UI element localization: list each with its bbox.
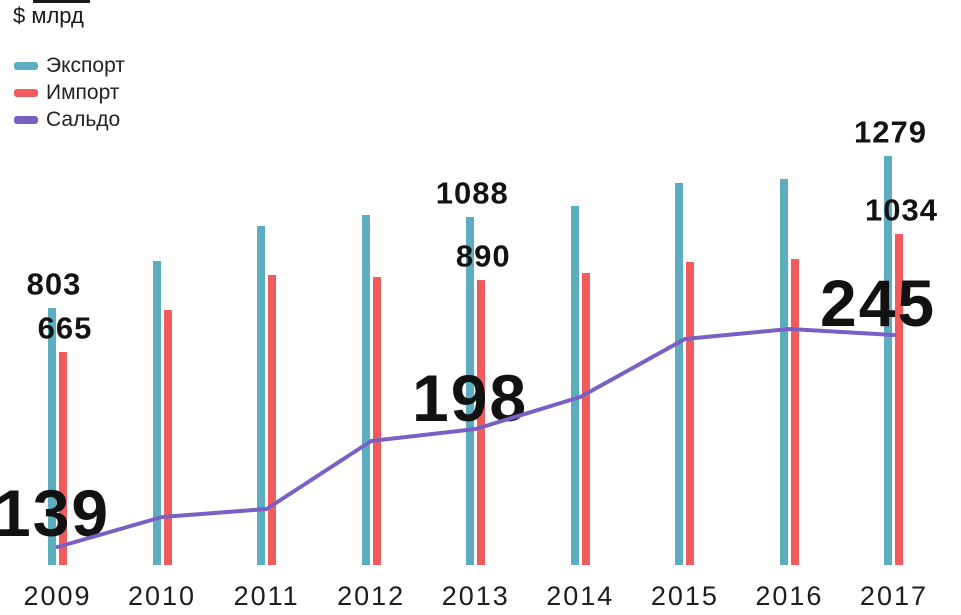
x-axis-label-2012: 2012	[337, 581, 406, 611]
legend-item-export: Экспорт	[14, 54, 125, 78]
legend-label-saldo: Сальдо	[46, 108, 121, 131]
x-axis-label-2016: 2016	[755, 581, 824, 611]
y-axis-unit-label: $ млрд	[13, 3, 84, 28]
x-axis-label-2010: 2010	[128, 581, 197, 611]
export-bar-2014	[570, 206, 579, 565]
import-swatch-icon	[14, 89, 38, 97]
legend: Экспорт Импорт Сальдо	[14, 54, 125, 135]
import-bar-2012	[372, 277, 381, 565]
import-value-label-2009: 665	[37, 310, 93, 346]
x-axis-label-2017: 2017	[859, 581, 929, 611]
legend-label-import: Импорт	[46, 81, 120, 104]
legend-item-import: Импорт	[14, 81, 125, 105]
export-value-label-2009: 803	[26, 266, 82, 302]
export-bar-2015	[675, 183, 684, 565]
x-axis-label-2013: 2013	[441, 581, 510, 611]
cropped-title-artifact	[33, 0, 90, 3]
export-value-label-2013: 1088	[435, 175, 509, 211]
import-value-label-2017: 1034	[864, 192, 938, 228]
x-axis-label-2011: 2011	[233, 581, 300, 611]
export-value-label-2017: 1279	[853, 114, 927, 150]
import-bar-2010	[163, 310, 172, 565]
export-bar-2010	[152, 261, 161, 565]
export-bar-2012	[361, 215, 370, 565]
export-swatch-icon	[14, 62, 38, 70]
import-bar-2011	[268, 275, 277, 565]
export-bar-2011	[257, 226, 266, 565]
saldo-swatch-icon	[14, 116, 38, 124]
export-bar-2009	[48, 308, 56, 565]
import-bar-2015	[686, 262, 695, 565]
import-bar-2014	[581, 273, 590, 565]
export-bar-2016	[779, 179, 788, 565]
x-axis-label-2015: 2015	[650, 581, 719, 611]
saldo-value-label-2013: 198	[412, 361, 529, 435]
x-axis-label-2014: 2014	[546, 581, 615, 611]
import-value-label-2013: 890	[455, 238, 511, 274]
saldo-value-label-2017: 245	[820, 266, 937, 340]
legend-label-export: Экспорт	[46, 54, 125, 77]
saldo-value-label-2009: 139	[0, 476, 111, 550]
import-bar-2016	[790, 259, 799, 565]
import-bar-2017	[895, 234, 904, 565]
x-axis-label-2009: 2009	[23, 581, 92, 611]
legend-item-saldo: Сальдо	[14, 108, 125, 132]
